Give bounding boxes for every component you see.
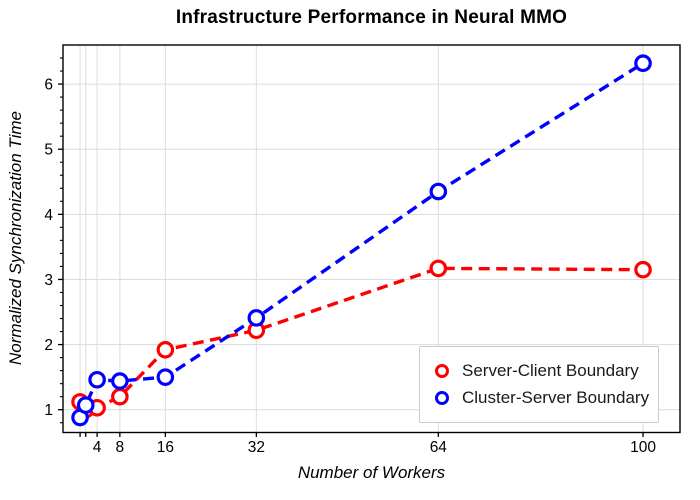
x-tick-label: 4 (93, 439, 102, 456)
legend-label-server-client: Server-Client Boundary (462, 361, 639, 380)
y-tick-label: 1 (44, 402, 53, 419)
data-point (111, 387, 129, 406)
legend-label-cluster-server: Cluster-Server Boundary (462, 388, 650, 407)
data-point (429, 259, 448, 278)
data-point (247, 309, 266, 327)
x-axis-label: Number of Workers (297, 463, 446, 482)
data-point (429, 182, 448, 201)
x-tick-label: 64 (430, 439, 448, 456)
data-point (156, 340, 175, 359)
y-tick-label: 5 (44, 142, 53, 159)
legend-item-cluster-server: Cluster-Server Boundary (435, 388, 658, 408)
x-tick-label: 16 (157, 439, 174, 456)
x-tick-label: 32 (248, 439, 265, 456)
data-point (88, 370, 106, 389)
y-axis-label: Normalized Synchronization Time (6, 110, 25, 366)
y-tick-label: 3 (44, 272, 53, 289)
chart-title: Infrastructure Performance in Neural MMO (175, 7, 568, 28)
y-tick-label: 4 (44, 207, 53, 224)
legend: Server-Client Boundary Cluster-Server Bo… (419, 346, 659, 423)
legend-marker-server-client-icon (435, 364, 449, 378)
plot-frame (62, 44, 681, 434)
data-point (156, 368, 175, 386)
series-line-0 (78, 266, 644, 412)
x-tick-label: 100 (630, 439, 656, 456)
data-point (76, 396, 95, 414)
legend-item-server-client: Server-Client Boundary (435, 361, 658, 381)
data-point (111, 372, 129, 390)
data-point (634, 260, 652, 279)
legend-marker-cluster-server-icon (435, 391, 449, 405)
data-point (634, 54, 652, 73)
x-tick-label: 8 (116, 439, 125, 456)
y-tick-label: 2 (44, 337, 53, 354)
y-tick-label: 6 (44, 77, 53, 94)
